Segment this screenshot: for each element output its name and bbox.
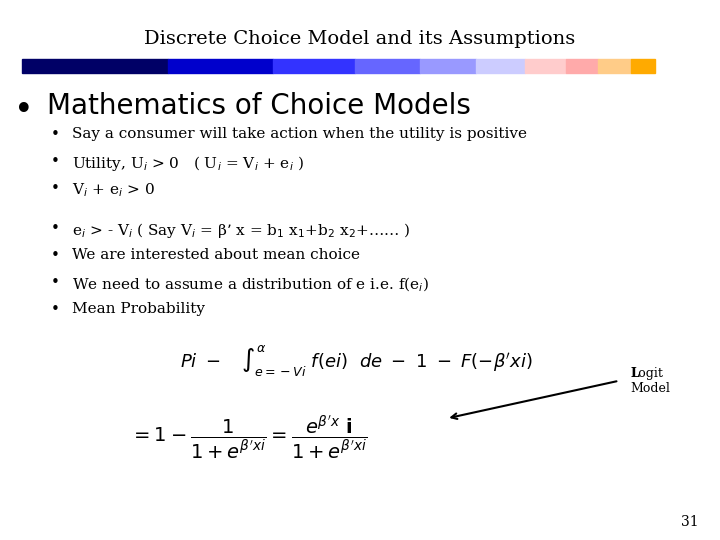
Bar	[566, 59, 598, 73]
Text: Mathematics of Choice Models: Mathematics of Choice Models	[47, 92, 471, 120]
Text: V$_i$ + e$_i$ > 0: V$_i$ + e$_i$ > 0	[72, 181, 155, 199]
Text: •: •	[50, 248, 59, 264]
Bar	[168, 59, 274, 73]
Bar	[420, 59, 477, 73]
Text: $Pi\ -\ \ \ \int_{e=-Vi}^{\alpha}\ f(ei)\ \ de\ -\ 1\ -\ F(-\beta'xi)$: $Pi\ -\ \ \ \int_{e=-Vi}^{\alpha}\ f(ei)…	[180, 343, 533, 378]
Text: Logit
Model: Logit Model	[630, 367, 670, 395]
Bar	[525, 59, 566, 73]
Text: e$_i$ > - V$_i$ ( Say V$_i$ = β’ x = b$_1$ x$_1$+b$_2$ x$_2$+…… ): e$_i$ > - V$_i$ ( Say V$_i$ = β’ x = b$_…	[72, 221, 410, 240]
Bar	[477, 59, 525, 73]
Bar	[631, 59, 655, 73]
Text: Utility, U$_i$ > 0   ( U$_i$ = V$_i$ + e$_i$ ): Utility, U$_i$ > 0 ( U$_i$ = V$_i$ + e$_…	[72, 154, 304, 173]
Text: We are interested about mean choice: We are interested about mean choice	[72, 248, 360, 262]
Bar	[355, 59, 420, 73]
Text: Say a consumer will take action when the utility is positive: Say a consumer will take action when the…	[72, 127, 527, 141]
Bar	[274, 59, 355, 73]
Text: •: •	[50, 302, 59, 318]
Text: •: •	[14, 94, 34, 127]
Text: •: •	[50, 221, 59, 237]
Text: •: •	[50, 154, 59, 169]
Text: •: •	[50, 181, 59, 196]
Bar	[22, 59, 168, 73]
Text: L: L	[630, 367, 639, 380]
Text: Discrete Choice Model and its Assumptions: Discrete Choice Model and its Assumption…	[145, 30, 575, 48]
Bar	[598, 59, 631, 73]
Text: •: •	[50, 275, 59, 291]
Text: Mean Probability: Mean Probability	[72, 302, 205, 316]
Text: •: •	[50, 127, 59, 142]
Text: $= 1 - \dfrac{1}{1+e^{\beta'xi}} = \dfrac{e^{\beta'x}\ \mathbf{i}}{1+e^{\beta'xi: $= 1 - \dfrac{1}{1+e^{\beta'xi}} = \dfra…	[130, 413, 367, 461]
Text: We need to assume a distribution of e i.e. f(e$_i$): We need to assume a distribution of e i.…	[72, 275, 429, 294]
Text: 31: 31	[681, 515, 698, 529]
